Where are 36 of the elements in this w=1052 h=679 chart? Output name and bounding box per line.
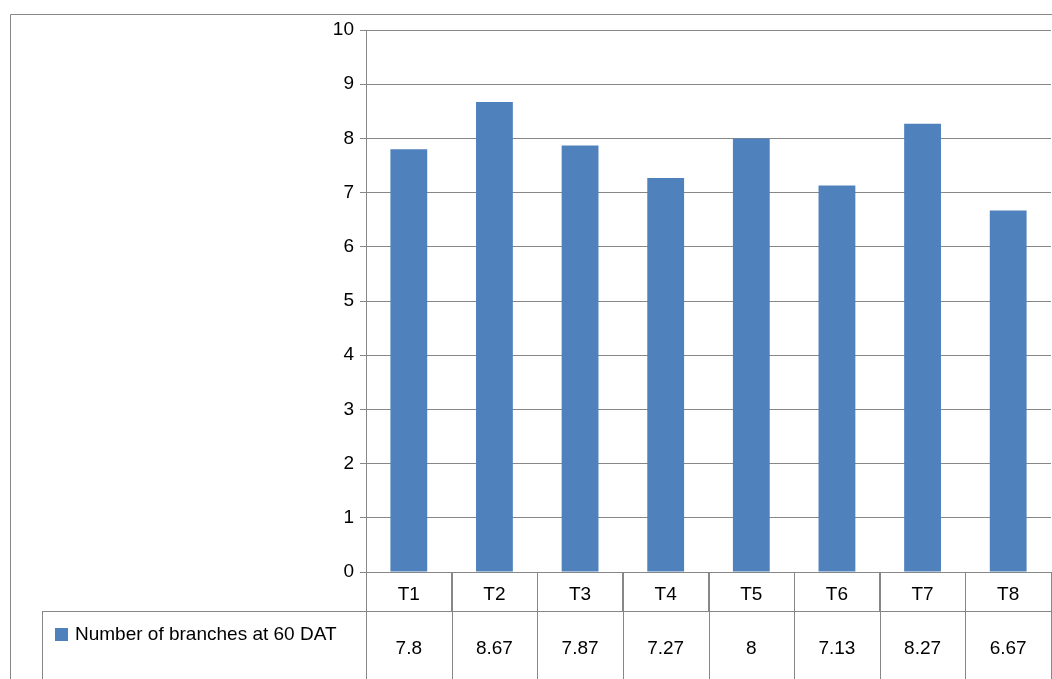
x-tick-label: T8 (997, 582, 1020, 604)
data-label: 6.67 (989, 637, 1027, 659)
x-tick-label: T6 (825, 582, 849, 604)
data-label: 8.67 (475, 637, 513, 659)
y-tick-label: 7 (343, 180, 354, 202)
x-tick-label: T3 (568, 582, 592, 604)
x-tick-label: T4 (654, 582, 678, 604)
bar (989, 210, 1027, 572)
y-tick-label: 4 (343, 343, 355, 365)
y-tick-label: 6 (343, 235, 354, 257)
legend-label: Number of branches at 60 DAT (75, 623, 337, 645)
data-label: 7.8 (395, 637, 423, 659)
bar (390, 149, 428, 572)
data-label: 8.27 (904, 637, 942, 659)
bar (476, 102, 513, 572)
data-label: 7.27 (647, 637, 685, 659)
data-label: 7.13 (818, 637, 856, 659)
x-tick-label: T5 (740, 582, 763, 604)
y-tick-label: 3 (343, 397, 354, 419)
x-tick-label: T7 (911, 582, 934, 604)
y-tick-label: 9 (343, 72, 354, 94)
data-label: 7.87 (561, 637, 599, 659)
y-tick-label: 2 (343, 451, 354, 473)
y-tick-label: 5 (343, 289, 354, 311)
y-tick-label: 0 (343, 560, 354, 582)
bar (818, 185, 856, 572)
data-label: 8 (746, 637, 757, 659)
y-tick-label: 8 (343, 126, 354, 148)
bar (647, 177, 685, 572)
bar (732, 138, 770, 572)
bar (561, 145, 599, 572)
x-tick-label: T2 (483, 582, 506, 604)
y-tick-label: 10 (332, 18, 354, 40)
x-tick-label: T1 (397, 582, 420, 604)
bar (904, 123, 941, 572)
y-tick-label: 1 (343, 506, 354, 528)
